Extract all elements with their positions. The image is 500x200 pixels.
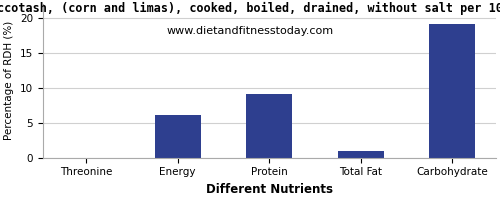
X-axis label: Different Nutrients: Different Nutrients (206, 183, 333, 196)
Text: ccotash, (corn and limas), cooked, boiled, drained, without salt per 10: ccotash, (corn and limas), cooked, boile… (0, 2, 500, 15)
Bar (338, 151, 384, 158)
Text: www.dietandfitnesstoday.com: www.dietandfitnesstoday.com (166, 26, 334, 36)
Bar (155, 115, 200, 158)
Bar (246, 94, 292, 158)
Y-axis label: Percentage of RDH (%): Percentage of RDH (%) (4, 21, 14, 140)
Bar (430, 24, 475, 158)
